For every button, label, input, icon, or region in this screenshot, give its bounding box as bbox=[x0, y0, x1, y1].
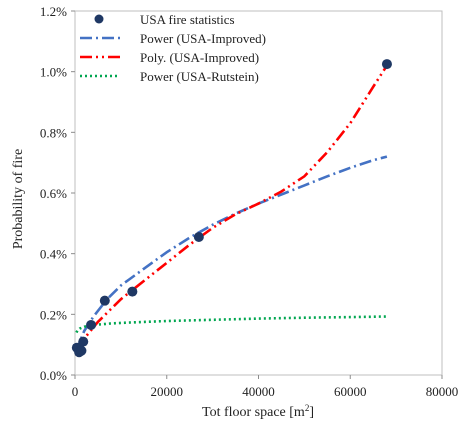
y-tick-label: 1.0% bbox=[40, 65, 67, 80]
x-axis-title-end: ] bbox=[309, 405, 314, 420]
plot-area bbox=[71, 59, 392, 358]
legend-marker bbox=[94, 14, 104, 24]
data-point bbox=[127, 286, 138, 297]
y-axis-title: Probability of fire bbox=[11, 149, 26, 249]
x-tick-label: 20000 bbox=[151, 384, 184, 399]
x-axis-title-main: Tot floor space [m bbox=[202, 405, 305, 420]
legend-label: Poly. (USA-Improved) bbox=[140, 50, 259, 65]
y-tick-label: 1.2% bbox=[40, 4, 67, 19]
y-tick-label: 0.2% bbox=[40, 307, 67, 322]
x-tick-label: 0 bbox=[72, 384, 79, 399]
data-point bbox=[78, 336, 89, 347]
x-tick-label: 60000 bbox=[334, 384, 367, 399]
legend-label: Power (USA-Rutstein) bbox=[140, 69, 259, 84]
data-point bbox=[193, 231, 204, 242]
y-tick-label: 0.6% bbox=[40, 186, 67, 201]
y-tick-label: 0.4% bbox=[40, 247, 67, 262]
data-point bbox=[99, 295, 110, 306]
x-tick-label: 80000 bbox=[426, 384, 459, 399]
data-point bbox=[381, 59, 392, 70]
legend-label: USA fire statistics bbox=[140, 12, 235, 27]
x-axis-title: Tot floor space [m2] bbox=[202, 403, 314, 420]
series-line-power-usa-improved bbox=[75, 155, 388, 355]
y-tick-label: 0.8% bbox=[40, 125, 67, 140]
data-point bbox=[76, 345, 87, 356]
x-tick-label: 40000 bbox=[242, 384, 275, 399]
series-line-poly-usa-improved bbox=[75, 64, 388, 349]
series-line-power-usa-rutstein bbox=[75, 315, 387, 334]
data-point bbox=[86, 319, 97, 330]
legend: USA fire statistics Power (USA-Improved) P… bbox=[80, 12, 266, 84]
legend-label: Power (USA-Improved) bbox=[140, 31, 266, 46]
axes: 0.0% 0.2% 0.4% 0.6% 0.8% 1.0% 1.2% 0 20000 40000 6… bbox=[40, 4, 458, 399]
x-axis-title-sup: 2 bbox=[305, 403, 310, 413]
y-tick-label: 0.0% bbox=[40, 368, 67, 383]
